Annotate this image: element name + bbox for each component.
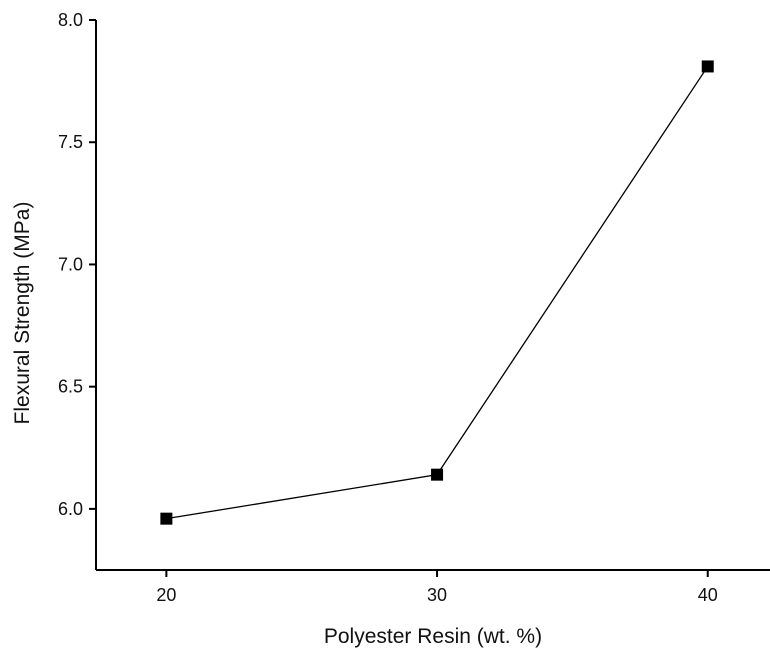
y-axis-title: Flexural Strength (MPa)	[11, 202, 34, 425]
y-tick-label: 8.0	[58, 10, 83, 30]
y-tick-label: 7.5	[58, 132, 83, 152]
x-tick-label: 20	[156, 585, 176, 605]
y-tick-label: 6.0	[58, 499, 83, 519]
series-group	[160, 60, 714, 525]
y-tick-label: 7.0	[58, 254, 83, 274]
data-point-marker	[701, 60, 714, 73]
x-axis-ticks: 20 30 40	[156, 570, 718, 605]
series-line	[166, 66, 709, 520]
plot-axes	[95, 20, 770, 571]
y-axis-ticks: 6.0 6.5 7.0 7.5 8.0	[58, 10, 96, 519]
x-tick-label: 30	[427, 585, 447, 605]
x-tick-label: 40	[698, 585, 718, 605]
data-point-marker	[431, 468, 444, 481]
x-axis-title: Polyester Resin (wt. %)	[324, 625, 542, 648]
y-tick-label: 6.5	[58, 377, 83, 397]
data-point-marker	[160, 512, 173, 525]
